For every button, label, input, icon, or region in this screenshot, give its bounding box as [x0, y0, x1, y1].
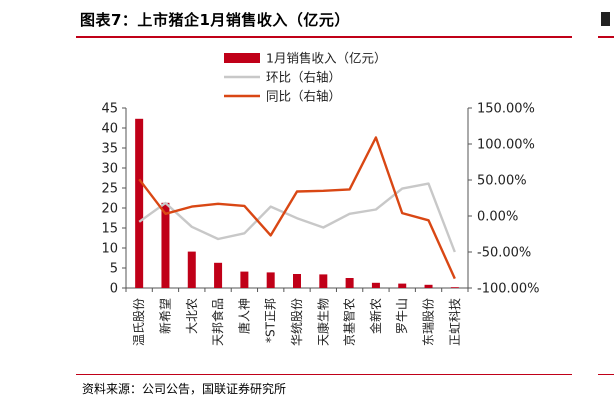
right-tick-label: -100.00% — [477, 282, 540, 297]
left-tick-label: 10 — [101, 242, 118, 257]
bar-revenue — [187, 251, 196, 288]
category-label: 温氏股份 — [132, 298, 146, 346]
left-tick-label: 25 — [101, 182, 118, 197]
category-label: 天康生物 — [315, 298, 330, 346]
line-mom — [138, 182, 456, 253]
right-tick-label: 50.00% — [477, 174, 527, 189]
category-label: 金新农 — [368, 298, 383, 334]
adjacent-title-fragment — [601, 12, 610, 26]
bar-revenue — [214, 262, 223, 288]
left-tick-label: 15 — [101, 222, 118, 237]
category-label: 大北农 — [185, 298, 199, 334]
bar-revenue — [371, 282, 380, 288]
adjacent-source-rule — [598, 374, 614, 375]
left-tick-label: 20 — [101, 202, 118, 217]
right-tick-label: 0.00% — [477, 210, 518, 225]
bar-revenue — [293, 274, 301, 288]
category-label: 罗牛山 — [394, 298, 409, 334]
bar-revenue — [161, 202, 170, 288]
bar-revenue — [345, 278, 354, 288]
legend-label-mom: 环比（右轴） — [266, 70, 341, 85]
legend-label-revenue: 1月销售收入（亿元） — [266, 51, 386, 66]
bar-revenue — [450, 287, 459, 288]
left-tick-label: 0 — [110, 282, 118, 297]
right-tick-label: -50.00% — [477, 246, 531, 261]
legend-label-yoy: 同比（右轴） — [266, 89, 341, 104]
category-label: 京基智农 — [342, 298, 357, 346]
left-tick-label: 35 — [101, 142, 118, 157]
category-label: *ST正邦 — [264, 298, 278, 343]
left-tick-label: 40 — [101, 122, 118, 137]
chart-title: 图表7：上市猪企1月销售收入（亿元） — [80, 11, 350, 29]
title-rule — [76, 36, 572, 38]
line-yoy — [138, 136, 456, 280]
bar-revenue — [319, 274, 328, 288]
legend-swatch-revenue — [224, 53, 260, 63]
category-label: 东瑞股份 — [422, 298, 436, 346]
left-tick-label: 45 — [101, 102, 118, 117]
bar-revenue — [424, 284, 433, 288]
adjacent-title-rule — [598, 36, 614, 38]
bar-revenue — [266, 272, 275, 288]
right-tick-label: 100.00% — [477, 138, 535, 153]
category-label: 唐人神 — [236, 298, 251, 334]
category-label: 天邦食品 — [210, 298, 225, 346]
category-label: 华统股份 — [290, 298, 304, 346]
bar-revenue — [398, 283, 407, 288]
bar-revenue — [135, 118, 144, 288]
left-tick-label: 5 — [110, 262, 118, 277]
source-note: 资料来源：公司公告，国联证券研究所 — [82, 382, 287, 396]
bar-revenue — [240, 271, 249, 288]
category-label: 正虹科技 — [448, 298, 462, 346]
source-rule — [76, 374, 572, 375]
left-tick-label: 30 — [101, 162, 118, 177]
category-label: 新希望 — [157, 298, 172, 334]
right-tick-label: 150.00% — [477, 102, 535, 117]
adjacent-panel-edge — [598, 0, 614, 409]
